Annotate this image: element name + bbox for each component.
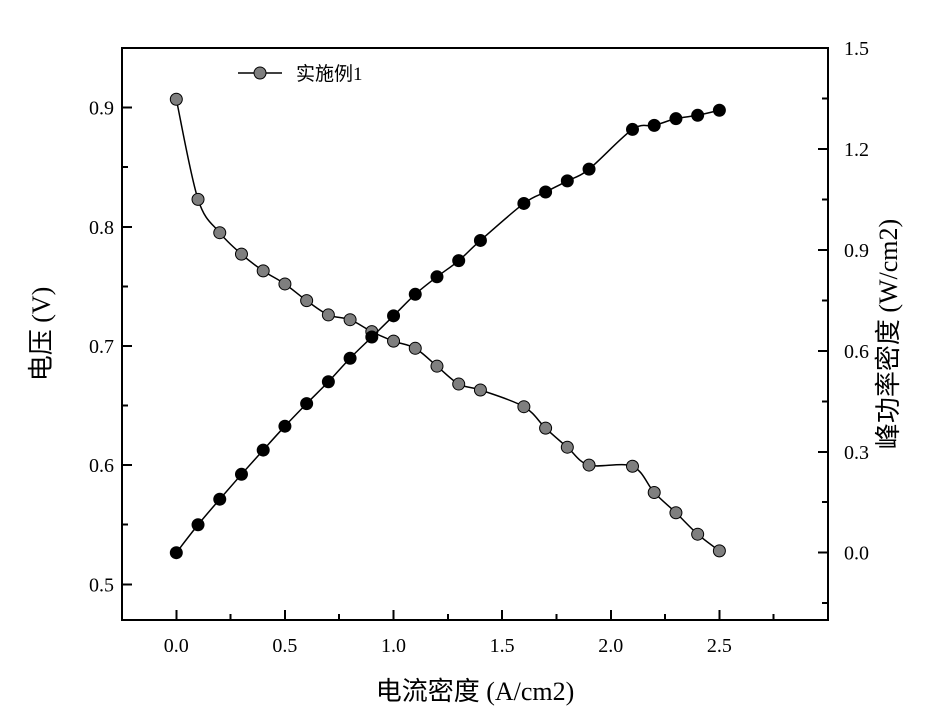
y-right-tick-label: 0.0 [844, 543, 869, 565]
y-right-tick-label: 0.9 [844, 240, 869, 262]
power-density-point [213, 492, 227, 506]
legend-label: 实施例1 [296, 63, 363, 85]
voltage-point [539, 421, 553, 435]
power-density-point [517, 196, 531, 210]
y-right-tick-label: 1.5 [844, 38, 869, 60]
power-density-point [625, 122, 639, 136]
x-tick-label: 1.5 [490, 635, 515, 657]
power-density-point [343, 351, 357, 365]
power-density-point [387, 309, 401, 323]
series-layer [169, 92, 726, 560]
voltage-point [452, 377, 466, 391]
power-density-point [582, 162, 596, 176]
axes-layer: 0.0 0.5 1.0 1.5 2.0 2.5 0.5 0.6 0.7 0.8 0.9 0.0 0.3 0… [89, 38, 869, 657]
y-right-axis-title: 峰功率密度 (W/cm2) [874, 219, 903, 449]
power-density-point [669, 112, 683, 126]
power-density-point [191, 518, 205, 532]
plot-frame [121, 47, 829, 621]
power-density-point [430, 270, 444, 284]
y-left-axis-title: 电压 (V) [27, 287, 56, 382]
power-density-point [473, 233, 487, 247]
voltage-point [647, 485, 661, 499]
y-right-tick-label: 0.6 [844, 341, 869, 363]
voltage-point [278, 277, 292, 291]
voltage-point [169, 92, 183, 106]
x-tick-label: 0.0 [164, 635, 189, 657]
voltage-point [712, 544, 726, 558]
voltage-point [560, 440, 574, 454]
power-density-point [452, 254, 466, 268]
y-right-tick-label: 0.3 [844, 442, 869, 464]
power-density-point [256, 443, 270, 457]
y-left-tick-label: 0.9 [89, 98, 114, 120]
series-line-right [175, 109, 720, 554]
power-density-point [300, 397, 314, 411]
legend-marker [253, 66, 267, 80]
x-axis-title: 电流密度 (A/cm2) [376, 677, 575, 706]
voltage-point [691, 527, 705, 541]
power-density-point [691, 108, 705, 122]
series-line-left [175, 99, 720, 552]
voltage-point [191, 192, 205, 206]
power-density-point [169, 546, 183, 560]
power-density-point [234, 467, 248, 481]
voltage-point [321, 308, 335, 322]
power-density-point [647, 118, 661, 132]
x-tick-label: 0.5 [272, 635, 297, 657]
legend: 实施例1 [238, 63, 363, 85]
x-tick-label: 2.0 [598, 635, 623, 657]
power-density-point [321, 375, 335, 389]
voltage-point [300, 294, 314, 308]
voltage-point [517, 400, 531, 414]
voltage-point [473, 383, 487, 397]
voltage-point [582, 458, 596, 472]
power-density-point [539, 185, 553, 199]
voltage-point [669, 506, 683, 520]
axis-titles: 电流密度 (A/cm2) 电压 (V) 峰功率密度 (W/cm2) [27, 219, 903, 706]
y-left-tick-label: 0.8 [89, 217, 114, 239]
voltage-point [408, 341, 422, 355]
y-right-tick-label: 1.2 [844, 139, 869, 161]
y-left-tick-label: 0.5 [89, 574, 114, 596]
x-tick-label: 2.5 [707, 635, 732, 657]
power-density-point [712, 103, 726, 117]
x-tick-label: 1.0 [381, 635, 406, 657]
y-left-tick-label: 0.6 [89, 455, 114, 477]
y-left-tick-label: 0.7 [89, 336, 114, 358]
power-density-point [560, 174, 574, 188]
voltage-point [234, 247, 248, 261]
voltage-point [430, 359, 444, 373]
power-density-point [408, 287, 422, 301]
voltage-point [213, 226, 227, 240]
voltage-point [387, 334, 401, 348]
voltage-point [343, 313, 357, 327]
voltage-point [625, 459, 639, 473]
voltage-point [256, 264, 270, 278]
power-density-point [278, 419, 292, 433]
plot-border [121, 47, 829, 621]
power-density-point [365, 330, 379, 344]
